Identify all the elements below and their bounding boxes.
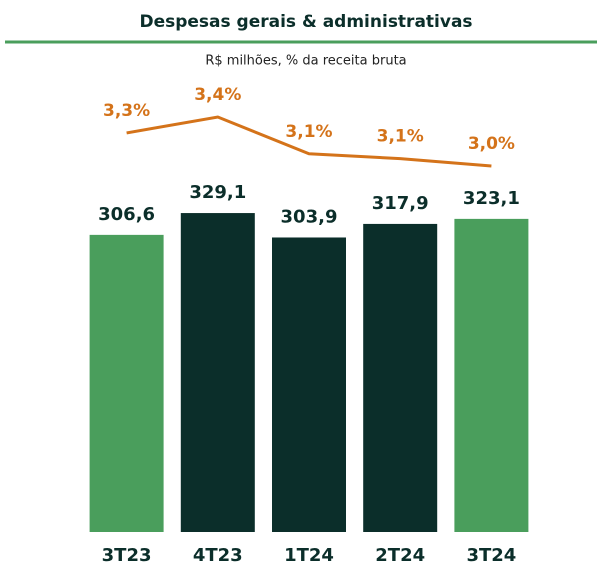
line-value-label: 3,1%: [377, 127, 424, 147]
bar: [272, 237, 346, 532]
bar-value-label: 317,9: [372, 193, 429, 214]
bar: [454, 218, 529, 532]
line-value-label: 3,0%: [468, 134, 515, 154]
bar-value-label: 323,1: [463, 188, 520, 209]
chart-subtitle: R$ milhões, % da receita bruta: [205, 54, 406, 69]
line: [126, 115, 492, 168]
line-value-label: 3,4%: [194, 85, 241, 105]
bar-value-label: 303,9: [281, 206, 338, 227]
line-value-label: 3,1%: [285, 122, 332, 142]
bar: [363, 223, 438, 533]
x-tick-label: 3T23: [102, 545, 152, 566]
x-tick-label: 2T24: [375, 545, 425, 566]
bar-value-label: 306,6: [98, 204, 155, 225]
x-tick-label: 4T23: [193, 545, 243, 566]
bar: [89, 234, 164, 532]
chart-title: Despesas gerais & administrativas: [139, 12, 472, 32]
line-value-label: 3,3%: [103, 101, 150, 121]
x-tick-label: 1T24: [284, 545, 334, 566]
bar-value-label: 329,1: [189, 182, 246, 203]
bar: [180, 213, 255, 532]
x-tick-label: 3T24: [466, 545, 516, 566]
